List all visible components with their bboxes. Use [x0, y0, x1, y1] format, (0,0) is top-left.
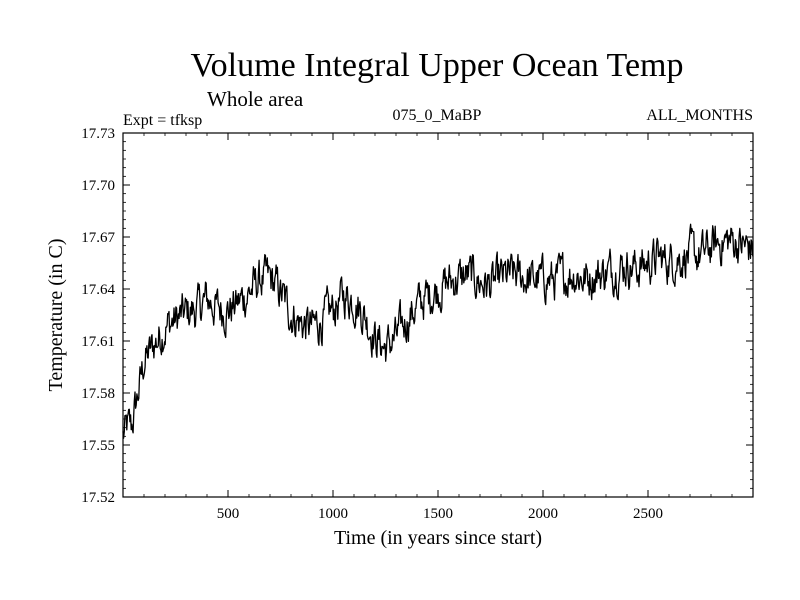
- y-tick-label: 17.55: [81, 438, 115, 454]
- y-tick-label: 17.64: [81, 282, 115, 298]
- x-tick-label: 1000: [318, 506, 348, 522]
- period-label: 075_0_MaBP: [393, 107, 482, 124]
- series-line-tfksp: [122, 223, 754, 439]
- x-axis-ticks: 500 1000 1500 2000 2500: [143, 133, 733, 522]
- y-tick-label: 17.73: [81, 126, 115, 142]
- months-label: ALL_MONTHS: [646, 107, 753, 124]
- x-tick-label: 2500: [633, 506, 663, 522]
- x-axis-label: Time (in years since start): [334, 527, 542, 549]
- y-tick-label: 17.52: [81, 490, 115, 506]
- experiment-label: Expt = tfksp: [123, 112, 202, 129]
- series-layer: [122, 223, 754, 439]
- plot-frame: [122, 132, 754, 498]
- y-tick-label: 17.70: [81, 178, 115, 194]
- x-tick-label: 500: [217, 506, 240, 522]
- x-tick-label: 1500: [423, 506, 453, 522]
- y-tick-label: 17.61: [81, 334, 115, 350]
- y-tick-label: 17.58: [81, 386, 115, 402]
- y-axis-label: Temperature (in C): [45, 239, 67, 392]
- chart-title: Volume Integral Upper Ocean Temp: [191, 47, 684, 84]
- y-axis-ticks: 17.52 17.55 17.58 17.61 17.64 17.67 17.70 17.73: [81, 126, 753, 506]
- chart-subtitle: Whole area: [207, 87, 304, 111]
- x-tick-label: 2000: [528, 506, 558, 522]
- y-tick-label: 17.67: [81, 230, 115, 246]
